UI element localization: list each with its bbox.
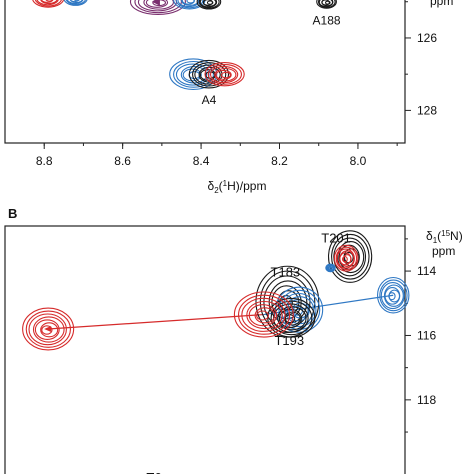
y-tick-label: 126 [417,31,437,45]
y-axis-unit-label: ppm [432,244,455,258]
y-tick-label: 118 [417,393,436,407]
peak-contour-black [316,0,337,9]
peak-label: T193 [274,333,304,348]
chemical-shift-line [48,313,264,330]
x-tick-label: 8.2 [271,154,288,168]
panel-a-spectrum: 8.8 8.6 8.4 8.2 8.0 126 128 ppm δ2(1H)/ppm A188 A4 [4,0,453,195]
x-tick-label: 8.0 [350,154,367,168]
peak-contour-red [233,291,294,338]
peak-contour-red [32,0,65,8]
peak-label: T6 [146,470,161,474]
peak-contour-red [333,244,359,272]
panel-b-label: B [8,206,17,221]
peak-arrowhead [151,0,160,6]
peak-label: A4 [202,93,217,107]
panel-b-spectrum: B 114 116 118 δ1(15N)ppm T201 T183 T193 T6 [4,206,463,474]
x-tick-label: 8.8 [36,154,53,168]
shift-arrowhead [44,326,52,333]
peak-contour-red [204,62,245,87]
x-tick-label: 8.6 [114,154,131,168]
peak-contour-blue [169,58,218,90]
y-tick-label: 128 [417,103,437,117]
peak-contour-black [196,0,222,10]
x-axis-label: δ2(1H)/ppm [208,179,267,195]
peak-contour-blue [325,263,336,273]
y-tick-label: 116 [417,328,436,342]
peak-label: T201 [321,231,351,246]
x-tick-label: 8.4 [193,154,210,168]
y-axis-label: δ1(15N) [426,229,463,245]
peak-contour-blue [63,0,88,6]
panel-a-frame [4,0,406,144]
peak-label: T183 [271,265,301,280]
peak-label: A188 [313,13,341,27]
peak-contour-black [267,297,316,338]
peak-contour-blue [376,276,410,314]
panel-b-frame [4,225,406,474]
y-axis-unit-label: ppm [430,0,453,8]
y-tick-label: 114 [417,264,436,278]
peak-contour-red [22,307,75,351]
